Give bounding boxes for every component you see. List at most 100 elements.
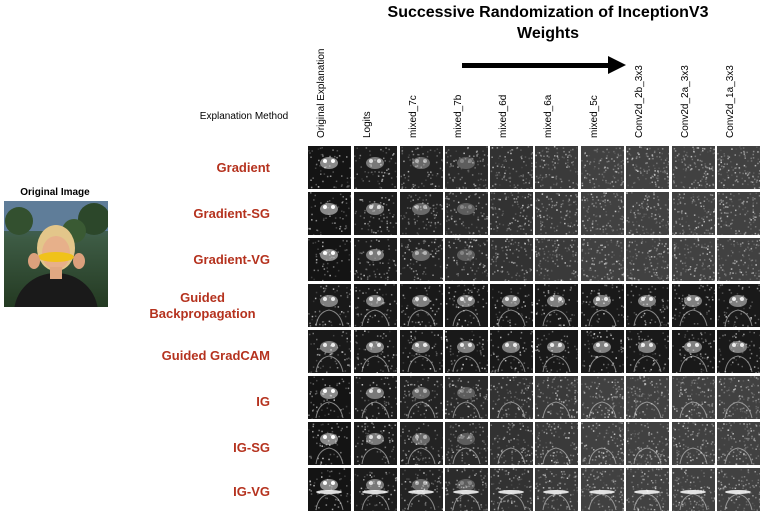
saliency-map-cell <box>717 376 760 419</box>
figure-title: Successive Randomization of InceptionV3 … <box>387 4 709 42</box>
saliency-map-cell <box>445 146 488 189</box>
saliency-map-cell <box>490 146 533 189</box>
saliency-map-cell <box>626 376 669 419</box>
saliency-map-cell <box>354 238 397 281</box>
column-label-text: Conv2d_2a_3x3 <box>680 65 691 138</box>
saliency-map-cell <box>535 146 578 189</box>
saliency-map-cell <box>354 422 397 465</box>
saliency-map-cell <box>308 238 351 281</box>
saliency-map-cell <box>626 330 669 373</box>
saliency-map-cell <box>626 238 669 281</box>
saliency-map-cell <box>490 330 533 373</box>
saliency-map-cell <box>672 468 715 511</box>
saliency-map-cell <box>490 238 533 281</box>
saliency-map-cell <box>626 422 669 465</box>
saliency-map-cell <box>445 192 488 235</box>
saliency-map-cell <box>354 468 397 511</box>
saliency-map-cell <box>400 330 443 373</box>
saliency-map-cell <box>354 192 397 235</box>
saliency-map-cell <box>717 468 760 511</box>
saliency-map-cell <box>535 284 578 327</box>
row-label: Guided GradCAM <box>161 348 270 363</box>
row-label: Gradient-SG <box>193 206 270 221</box>
saliency-map-cell <box>626 468 669 511</box>
saliency-map-cell <box>717 146 760 189</box>
saliency-map-cell <box>308 468 351 511</box>
saliency-map-cell <box>308 376 351 419</box>
saliency-map-cell <box>490 284 533 327</box>
column-label-text: Conv2d_2b_3x3 <box>634 65 645 138</box>
original-image <box>4 201 108 307</box>
saliency-map-cell <box>626 192 669 235</box>
saliency-map-cell <box>672 146 715 189</box>
saliency-map-cell <box>308 330 351 373</box>
column-label-text: Original Explanation <box>316 48 327 139</box>
saliency-map-cell <box>535 468 578 511</box>
saliency-map-cell <box>672 330 715 373</box>
saliency-map-cell <box>490 422 533 465</box>
saliency-map-cell <box>581 422 624 465</box>
row-label: Gradient <box>216 160 270 175</box>
column-label-text: mixed_5c <box>589 95 600 138</box>
saliency-map-cell <box>354 284 397 327</box>
saliency-map-cell <box>308 192 351 235</box>
saliency-map-cell <box>581 330 624 373</box>
saliency-map-cell <box>445 422 488 465</box>
saliency-map-cell <box>581 238 624 281</box>
saliency-map-cell <box>445 330 488 373</box>
saliency-map-cell <box>535 238 578 281</box>
row-label: IG-VG <box>233 484 270 499</box>
column-label-text: mixed_7c <box>408 95 419 138</box>
saliency-map-cell <box>445 376 488 419</box>
column-label-text: Logits <box>362 111 373 138</box>
right-arrow-icon <box>608 56 626 74</box>
saliency-map-cell <box>672 238 715 281</box>
saliency-map-cell <box>400 468 443 511</box>
saliency-map-cell <box>581 376 624 419</box>
saliency-map-cell <box>445 284 488 327</box>
saliency-map-cell <box>581 192 624 235</box>
saliency-map-cell <box>490 376 533 419</box>
saliency-map-cell <box>400 192 443 235</box>
saliency-map-cell <box>400 376 443 419</box>
saliency-map-cell <box>354 330 397 373</box>
row-label: IG-SG <box>233 440 270 455</box>
saliency-map-cell <box>535 422 578 465</box>
saliency-map-cell <box>400 146 443 189</box>
saliency-map-cell <box>535 192 578 235</box>
saliency-map-cell <box>717 238 760 281</box>
arrow-shaft <box>462 63 612 68</box>
saliency-map-cell <box>672 376 715 419</box>
row-label: Gradient-VG <box>193 252 270 267</box>
saliency-map-cell <box>308 284 351 327</box>
saliency-map-cell <box>490 192 533 235</box>
column-label-text: mixed_7b <box>453 94 464 138</box>
saliency-map-cell <box>400 284 443 327</box>
saliency-map-cell <box>400 238 443 281</box>
saliency-map-cell <box>308 422 351 465</box>
saliency-map-cell <box>672 422 715 465</box>
saliency-map-cell <box>672 284 715 327</box>
saliency-map-cell <box>490 468 533 511</box>
original-image-label: Original Image <box>20 187 90 198</box>
saliency-map-cell <box>308 146 351 189</box>
saliency-map-cell <box>354 376 397 419</box>
saliency-map-cell <box>717 284 760 327</box>
row-label: IG <box>256 394 270 409</box>
saliency-map-cell <box>400 422 443 465</box>
saliency-map-cell <box>581 284 624 327</box>
saliency-map-cell <box>717 422 760 465</box>
saliency-map-cell <box>445 238 488 281</box>
column-label-text: mixed_6a <box>543 94 554 138</box>
saliency-map-cell <box>626 284 669 327</box>
saliency-map-cell <box>535 376 578 419</box>
saliency-map-cell <box>581 146 624 189</box>
column-label-text: mixed_6d <box>498 94 509 138</box>
saliency-map-cell <box>672 192 715 235</box>
saliency-map-cell <box>626 146 669 189</box>
saliency-map-cell <box>535 330 578 373</box>
saliency-map-cell <box>581 468 624 511</box>
explanation-method-header: Explanation Method <box>199 111 289 122</box>
saliency-map-cell <box>354 146 397 189</box>
saliency-map-cell <box>717 330 760 373</box>
